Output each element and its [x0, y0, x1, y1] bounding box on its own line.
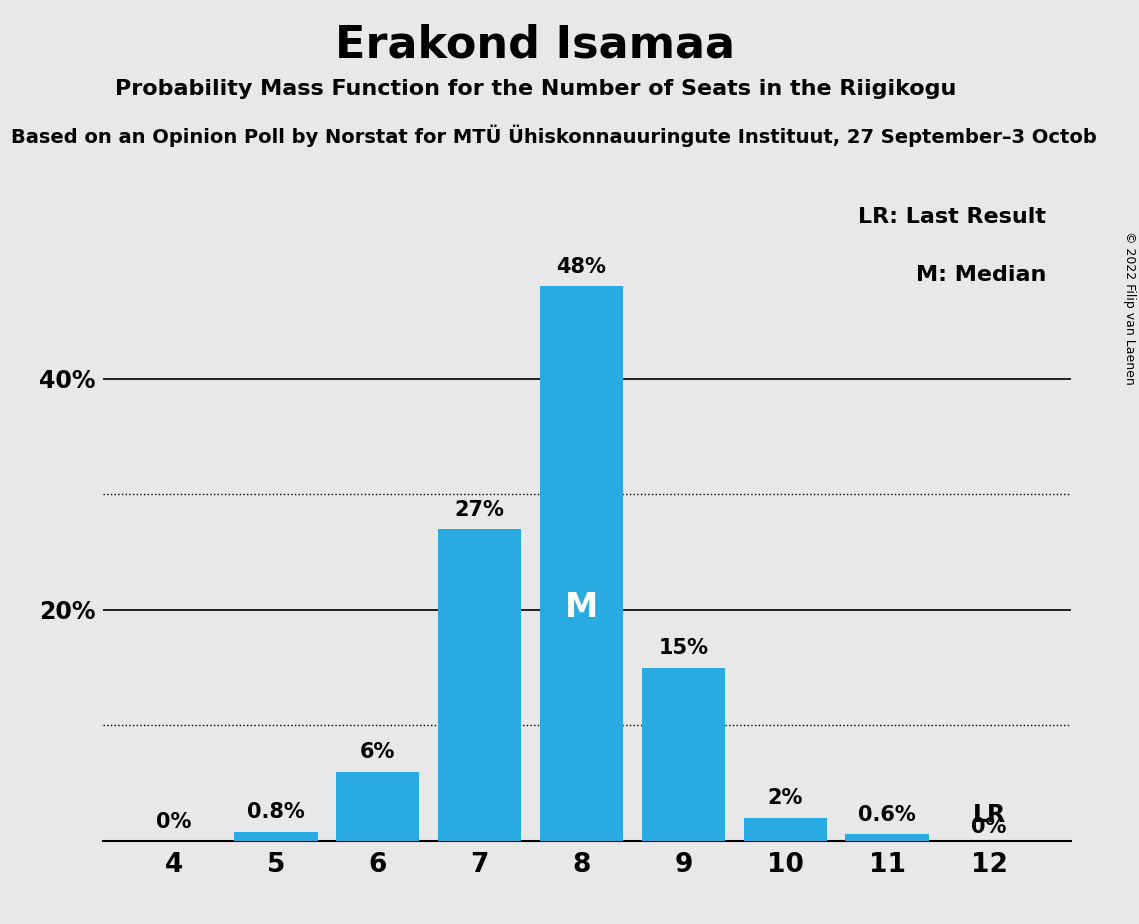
Text: M: Median: M: Median	[916, 265, 1047, 286]
Bar	[437, 529, 522, 841]
Text: Erakond Isamaa: Erakond Isamaa	[335, 23, 736, 67]
Text: LR: Last Result: LR: Last Result	[859, 207, 1047, 227]
Text: 2%: 2%	[768, 788, 803, 808]
Bar	[540, 286, 623, 841]
Text: LR: LR	[973, 803, 1006, 827]
Text: 0.6%: 0.6%	[859, 805, 916, 824]
Bar	[233, 832, 318, 841]
Text: 0.8%: 0.8%	[247, 802, 304, 822]
Bar	[845, 833, 929, 841]
Bar	[641, 667, 726, 841]
Text: 0%: 0%	[972, 818, 1007, 837]
Text: 6%: 6%	[360, 742, 395, 762]
Text: 15%: 15%	[658, 638, 708, 658]
Text: M: M	[565, 591, 598, 625]
Text: Based on an Opinion Poll by Norstat for MTÜ Ühiskonnauuringute Instituut, 27 Sep: Based on an Opinion Poll by Norstat for …	[11, 125, 1097, 147]
Text: Probability Mass Function for the Number of Seats in the Riigikogu: Probability Mass Function for the Number…	[115, 79, 956, 99]
Text: 48%: 48%	[557, 257, 606, 277]
Text: 27%: 27%	[454, 500, 505, 519]
Bar	[336, 772, 419, 841]
Bar	[744, 818, 827, 841]
Text: © 2022 Filip van Laenen: © 2022 Filip van Laenen	[1123, 231, 1137, 384]
Text: 0%: 0%	[156, 811, 191, 832]
